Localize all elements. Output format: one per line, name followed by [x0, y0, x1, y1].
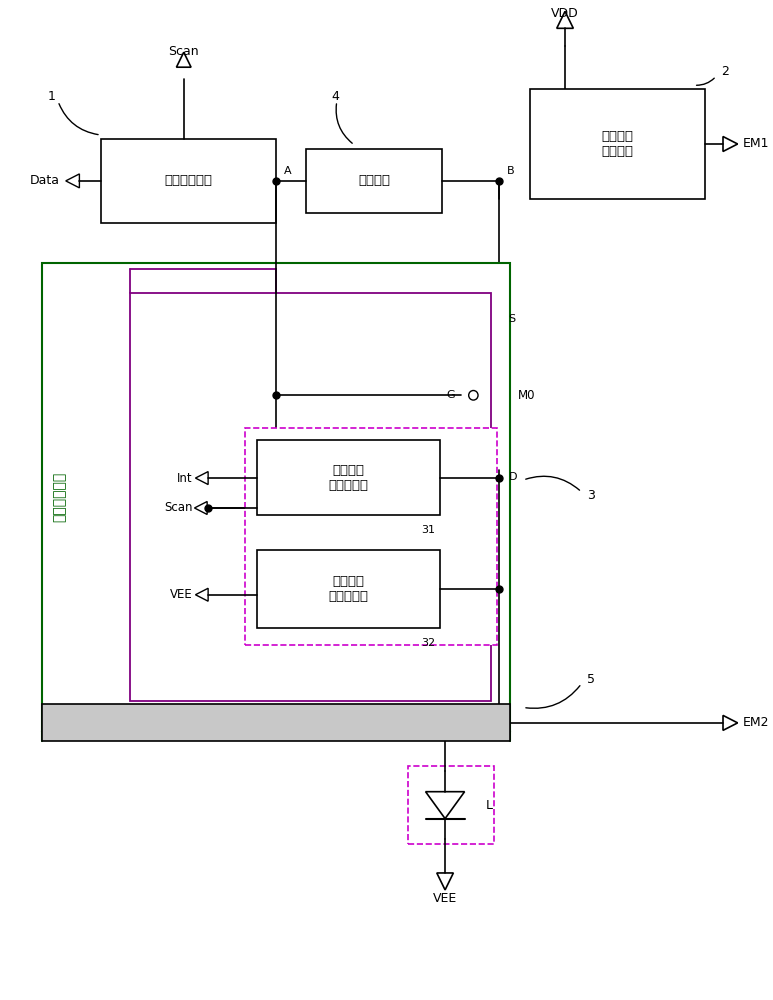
- Text: Data: Data: [30, 174, 60, 187]
- Text: 1: 1: [48, 90, 56, 103]
- Text: L: L: [486, 799, 493, 812]
- Bar: [257, 550, 440, 628]
- Text: G: G: [446, 390, 455, 400]
- Text: M0: M0: [518, 389, 536, 402]
- FancyArrowPatch shape: [336, 104, 352, 143]
- Text: 发光控制模块: 发光控制模块: [53, 472, 67, 522]
- Bar: [43, 704, 510, 741]
- Text: B: B: [506, 166, 514, 176]
- Text: A: A: [284, 166, 292, 176]
- Text: VEE: VEE: [433, 892, 457, 905]
- Text: Scan: Scan: [169, 45, 199, 58]
- Text: 电源电压
控制模块: 电源电压 控制模块: [601, 130, 634, 158]
- Text: 数据写入模块: 数据写入模块: [165, 174, 213, 187]
- Text: 5: 5: [587, 673, 595, 686]
- Text: 3: 3: [587, 489, 595, 502]
- FancyArrowPatch shape: [59, 104, 98, 135]
- Bar: [43, 263, 510, 731]
- FancyArrowPatch shape: [526, 686, 580, 708]
- FancyArrowPatch shape: [696, 78, 714, 85]
- Text: VDD: VDD: [551, 7, 579, 20]
- Text: 第一导通
控制子模块: 第一导通 控制子模块: [329, 464, 369, 492]
- Text: S: S: [509, 314, 516, 324]
- Bar: [530, 89, 706, 199]
- Text: Scan: Scan: [164, 501, 192, 514]
- Text: 4: 4: [331, 90, 339, 103]
- Bar: [245, 428, 497, 645]
- Text: 第二导通
控制子模块: 第二导通 控制子模块: [329, 575, 369, 603]
- Bar: [257, 440, 440, 515]
- Text: 32: 32: [421, 638, 435, 648]
- Text: 31: 31: [421, 525, 435, 535]
- Text: 2: 2: [721, 65, 729, 78]
- Bar: [305, 149, 442, 213]
- Bar: [130, 293, 491, 701]
- Text: D: D: [509, 472, 517, 482]
- Text: VEE: VEE: [170, 588, 192, 601]
- FancyArrowPatch shape: [526, 476, 580, 490]
- Text: EM1: EM1: [743, 137, 769, 150]
- Bar: [100, 139, 277, 223]
- Text: EM2: EM2: [743, 716, 769, 729]
- Text: Int: Int: [177, 472, 192, 485]
- Text: 存储模块: 存储模块: [358, 174, 390, 187]
- Bar: [408, 766, 494, 844]
